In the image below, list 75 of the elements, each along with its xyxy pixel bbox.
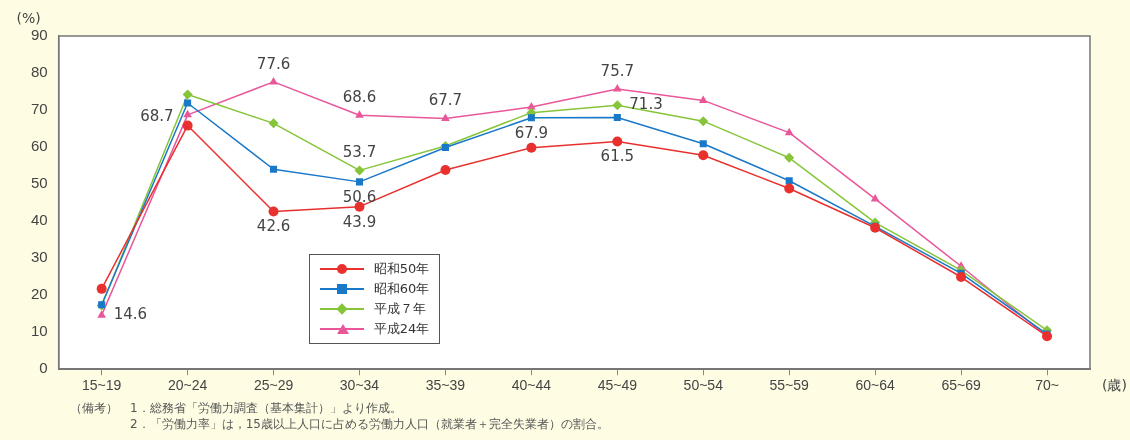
point: [784, 127, 794, 136]
legend-label: 平成24年: [373, 320, 430, 339]
point: [182, 120, 193, 131]
point: [698, 95, 708, 103]
text: （備考） 1．総務省「労働力調査（基本集計）」より作成。: [70, 401, 402, 415]
y-tick-label: 10: [31, 322, 48, 340]
x-tick-label: 20~24: [167, 377, 208, 394]
y-tick-label: 30: [31, 248, 48, 266]
x-tick-label: 15~19: [81, 377, 122, 394]
point: [354, 201, 365, 212]
data-label: 43.9: [342, 212, 377, 231]
point: [354, 165, 365, 176]
data-label: 53.7: [342, 143, 377, 162]
point: [183, 109, 192, 118]
point: [526, 142, 537, 153]
y-tick-label: 50: [31, 174, 48, 192]
y-tick-label: 90: [31, 26, 48, 44]
x-tick-label: 70~: [1035, 377, 1059, 394]
text: 2．「労働力率」は，15歳以上人口に占める労働力人口（就業者＋完全失業者）の割合。: [130, 417, 609, 431]
x-tick-label: 45~49: [597, 377, 638, 394]
point: [699, 140, 707, 148]
point: [698, 150, 709, 161]
point: [785, 177, 793, 185]
y-tick-label: 70: [31, 100, 48, 118]
x-tick-label: 65~69: [941, 377, 981, 394]
y-tick-label: 40: [31, 211, 48, 229]
point: [440, 165, 451, 176]
point: [612, 100, 623, 111]
legend-label: 昭和50年: [373, 260, 430, 279]
data-label: 14.6: [113, 305, 148, 324]
point: [269, 76, 278, 85]
point: [96, 283, 107, 294]
data-label: 61.5: [600, 147, 635, 166]
x-tick-label: 40~44: [511, 377, 552, 394]
data-label: 68.6: [342, 88, 377, 107]
x-tick-label: 35~39: [425, 377, 466, 394]
point: [612, 136, 623, 147]
point: [182, 89, 193, 100]
x-axis-title: (歳): [1102, 376, 1127, 393]
x-tick-label: 30~34: [339, 377, 380, 394]
point: [870, 193, 880, 202]
point: [355, 178, 364, 186]
point: [184, 99, 192, 107]
y-axis-title: (%): [16, 9, 41, 26]
point: [784, 183, 795, 194]
data-label: 68.7: [140, 106, 174, 125]
legend-label: 昭和60年: [373, 280, 430, 299]
point: [268, 206, 279, 217]
y-tick-label: 0: [39, 359, 48, 377]
x-tick-label: 25~29: [253, 377, 294, 394]
data-label: 67.9: [514, 123, 549, 142]
point: [784, 152, 795, 163]
point: [527, 114, 535, 122]
point: [441, 113, 450, 122]
x-tick-label: 50~54: [683, 377, 724, 394]
y-tick-label: 60: [31, 137, 48, 155]
point: [956, 272, 967, 283]
x-tick-label: 55~59: [769, 377, 810, 394]
data-label: 71.3: [629, 95, 663, 114]
point: [268, 118, 279, 129]
point: [270, 165, 278, 173]
point: [698, 116, 709, 127]
data-label: 75.7: [600, 61, 635, 80]
y-tick-label: 80: [31, 63, 48, 81]
data-label: 67.7: [428, 91, 463, 110]
y-tick-label: 20: [31, 285, 48, 303]
data-label: 50.6: [342, 187, 377, 206]
x-tick-label: 60~64: [855, 377, 896, 394]
data-label: 42.6: [256, 217, 291, 236]
point: [612, 83, 622, 92]
data-label: 77.6: [256, 54, 291, 73]
point: [97, 310, 106, 318]
point: [613, 113, 621, 121]
legend-label: 平成７年: [373, 300, 426, 319]
point: [355, 110, 364, 118]
